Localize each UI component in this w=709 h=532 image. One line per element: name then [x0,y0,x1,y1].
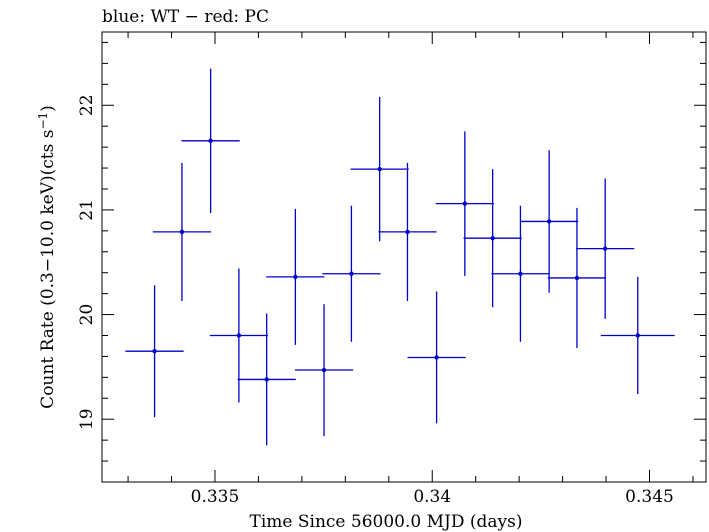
data-point [237,313,296,446]
data-marker [518,271,523,276]
data-point [152,162,212,301]
data-point [350,96,409,242]
data-marker [462,201,468,206]
data-marker [574,275,580,281]
x-tick-label: 0.335 [191,487,240,507]
data-marker [434,355,439,360]
y-axis-label: Count Rate (0.3−10.0 keV)(cts s−1) [36,105,58,409]
data-marker [179,229,185,235]
data-point [547,207,607,349]
x-axis-label: Time Since 56000.0 MJD (days) [250,512,523,532]
data-marker [635,333,640,338]
data-marker [264,377,269,382]
data-point [181,68,240,214]
tick-labels: 0.335 0.34 0.345 19 20 21 22 [77,94,674,507]
data-marker [349,271,354,276]
data-point [576,178,635,319]
data-marker [208,138,213,144]
legend-header: blue: WT − red: PC [102,7,269,27]
x-tick-label: 0.345 [625,487,674,507]
data-point [463,169,522,308]
data-point [491,205,550,342]
data-marker [546,219,552,224]
data-point [209,268,268,403]
y-axis-label-superscript: −1 [36,112,50,130]
data-marker [152,348,157,354]
data-point [294,304,354,436]
data-point [266,208,325,345]
data-point [520,150,579,293]
plot-frame [101,31,707,483]
data-marker [602,246,608,251]
data-point [600,276,675,395]
x-tick-label: 0.34 [413,487,451,507]
y-tick-label: 19 [77,408,97,430]
y-tick-label: 20 [77,304,97,326]
data-point [378,162,437,301]
y-tick-label: 21 [77,199,97,221]
data-marks [125,68,675,446]
axis-ticks [102,32,706,483]
data-point [435,131,494,276]
data-marker [236,333,242,338]
data-point [125,285,184,418]
y-axis-label-close: ) [38,105,58,112]
data-point [407,291,466,424]
data-marker [405,229,410,235]
data-marker [490,235,495,241]
data-marker [293,274,298,280]
y-tick-label: 22 [77,94,97,116]
data-point [322,205,381,342]
data-marker [377,166,382,172]
data-marker [321,367,327,373]
